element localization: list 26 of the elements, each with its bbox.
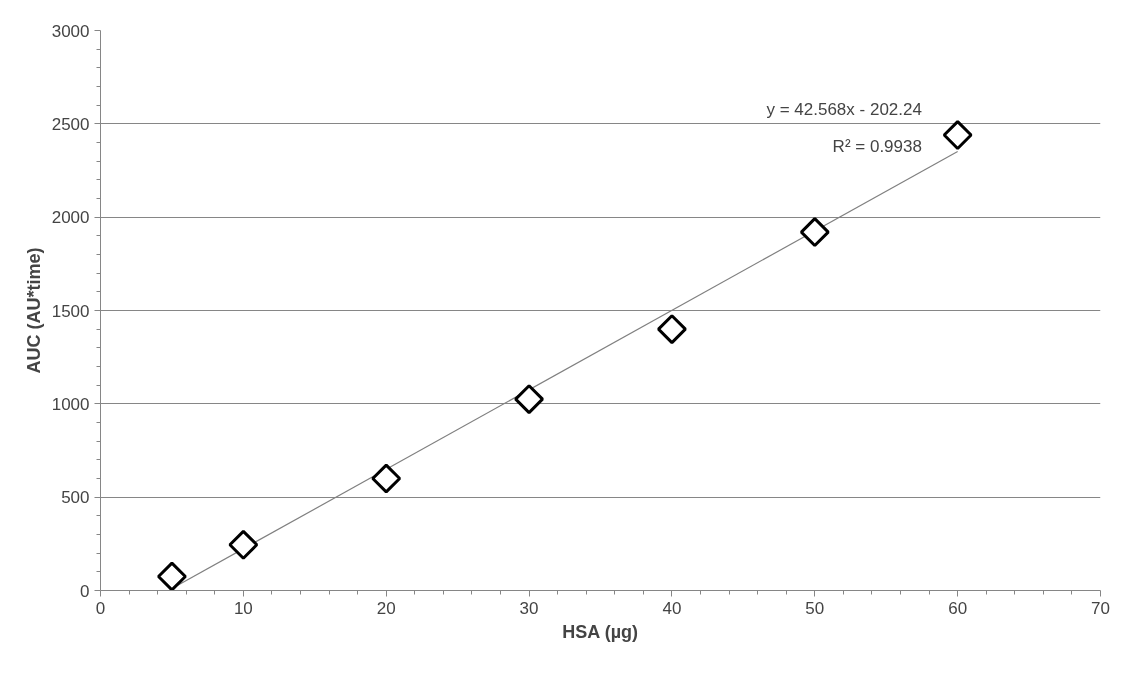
point: [799, 217, 830, 248]
y-tick-label: 500: [61, 488, 90, 508]
y-axis-title: AUC (AU*time): [23, 247, 44, 374]
x-tick-label: 50: [805, 598, 825, 618]
y-tick-label: 1500: [51, 301, 90, 321]
x-tick-label: 0: [95, 598, 106, 618]
x-tick-label: 70: [1091, 598, 1110, 618]
point: [656, 314, 687, 345]
x-tick-label: 30: [519, 598, 539, 618]
y-tick-label: 2500: [51, 114, 90, 134]
y-tick-label: 3000: [51, 21, 90, 41]
point: [514, 384, 545, 415]
point: [156, 561, 187, 591]
annotation: R² = 0.9938: [832, 136, 922, 156]
x-tick-label: 10: [233, 598, 253, 618]
annotation: y = 42.568x - 202.24: [766, 100, 922, 120]
point: [942, 120, 973, 150]
x-tick-label: 60: [948, 598, 968, 618]
point: [371, 463, 402, 494]
x-axis-title: HSA (µg): [562, 621, 639, 642]
x-tick-label: 20: [376, 598, 396, 618]
y-tick-label: 2000: [51, 208, 90, 228]
x-tick-label: 40: [662, 598, 682, 618]
point: [228, 529, 259, 560]
y-tick-label: 1000: [51, 394, 90, 414]
y-tick-label: 0: [80, 581, 90, 601]
